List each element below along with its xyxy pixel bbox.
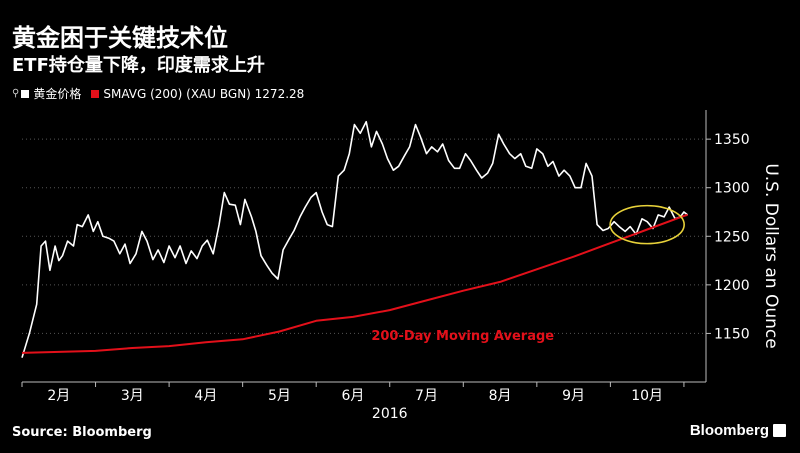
x-tick-label: 5月 xyxy=(268,388,291,404)
y-axis-label: U.S. Dollars an Ounce xyxy=(761,163,781,348)
legend-label-price: 黄金价格 xyxy=(33,87,82,101)
y-tick-label: 1200 xyxy=(714,278,750,294)
x-tick-label: 3月 xyxy=(121,388,144,404)
brand-logo: Bloomberg xyxy=(690,422,786,439)
y-tick-label: 1250 xyxy=(714,229,750,245)
source-note: Source: Bloomberg xyxy=(12,425,152,440)
x-tick-label: 4月 xyxy=(194,388,217,404)
x-tick-label: 6月 xyxy=(342,388,365,404)
x-tick-label: 7月 xyxy=(415,388,438,404)
legend-swatch-smavg xyxy=(91,89,100,98)
chart-subtitle: ETF持仓量下降，印度需求上升 xyxy=(12,55,265,76)
highlight-ellipse xyxy=(609,204,685,245)
brand-text: Bloomberg xyxy=(689,422,769,439)
y-tick-label: 1150 xyxy=(714,326,750,342)
legend: ⚲ 黄金价格 SMAVG (200) (XAU BGN) 1272.28 xyxy=(12,85,314,102)
x-tick-label: 8月 xyxy=(489,388,512,404)
y-tick-label: 1300 xyxy=(714,181,750,197)
pin-icon: ⚲ xyxy=(12,88,20,99)
legend-label-smavg: SMAVG (200) (XAU BGN) 1272.28 xyxy=(103,86,305,101)
chart-title: 黄金困于关键技术位 xyxy=(12,24,228,52)
x-tick-label: 10月 xyxy=(631,388,663,404)
bloomberg-badge-icon xyxy=(773,424,786,437)
legend-swatch-price xyxy=(21,89,30,98)
smavg-line xyxy=(21,213,688,354)
x-tick-label: 2月 xyxy=(47,388,70,404)
legend-item-smavg: SMAVG (200) (XAU BGN) 1272.28 xyxy=(91,87,304,101)
ma-annotation: 200-Day Moving Average xyxy=(371,329,554,344)
x-axis-label: 2016 xyxy=(372,406,408,422)
gold-price-line xyxy=(21,120,689,358)
legend-item-price: ⚲ 黄金价格 xyxy=(12,85,81,102)
x-tick-label: 9月 xyxy=(562,388,585,404)
y-tick-label: 1350 xyxy=(714,132,750,148)
